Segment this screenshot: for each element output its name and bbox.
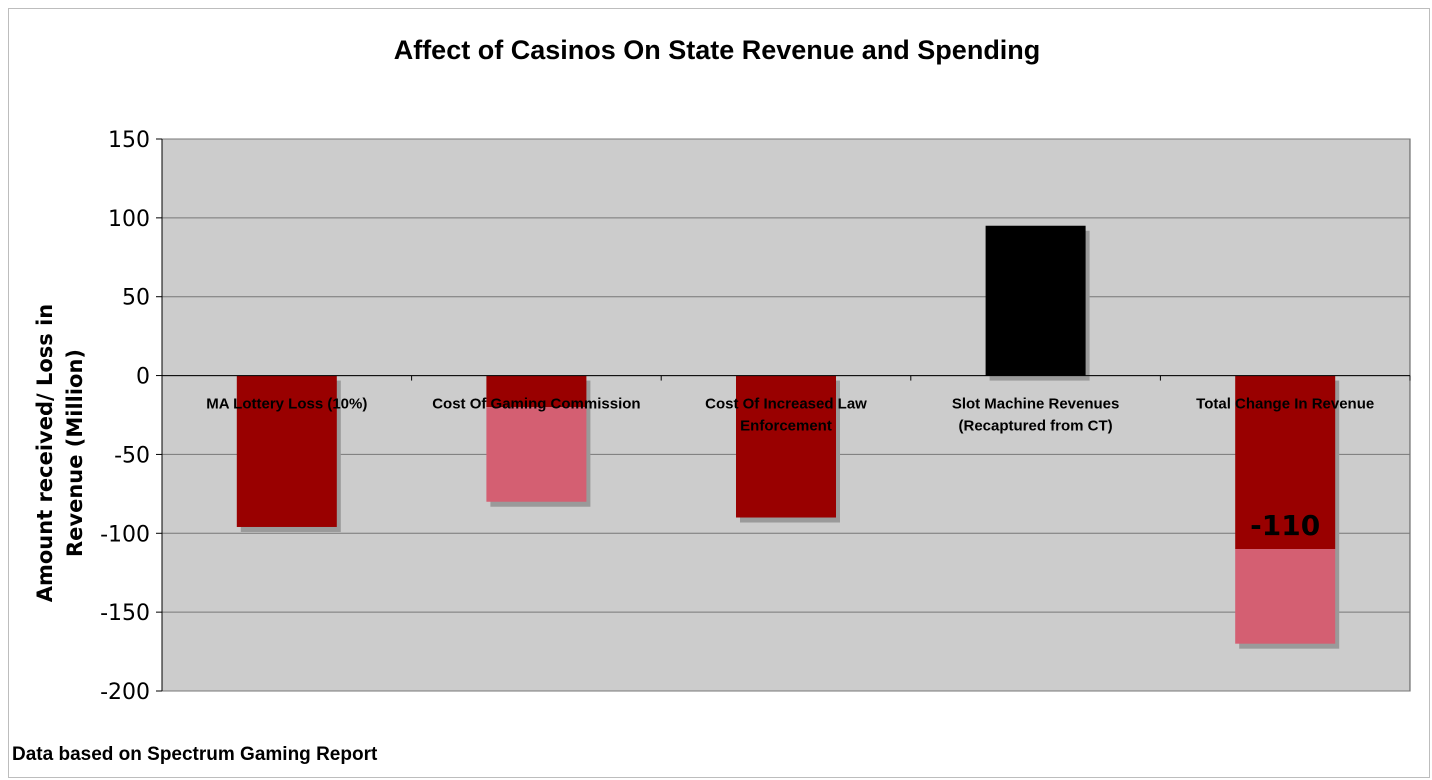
bar-segment — [236, 375, 337, 527]
category-label: MA Lottery Loss (10%) — [206, 396, 367, 413]
y-tick-label: 0 — [136, 365, 150, 390]
y-axis-label-line: Revenue (Million) — [63, 349, 87, 557]
category-label: Cost Of Gaming Commission — [432, 396, 640, 413]
category-label: Enforcement — [740, 418, 832, 435]
category-label: Cost Of Increased Law — [705, 396, 867, 413]
bar-segment — [985, 225, 1086, 376]
chart-footnote: Data based on Spectrum Gaming Report — [12, 744, 378, 765]
bar-segment — [486, 375, 587, 408]
y-axis-label-line: Amount received/ Loss in — [33, 304, 57, 603]
category-label: Slot Machine Revenues — [952, 396, 1120, 413]
y-tick-label: 100 — [108, 207, 150, 232]
y-tick-label: -50 — [114, 443, 150, 468]
chart-title: Affect of Casinos On State Revenue and S… — [394, 35, 1041, 65]
y-tick-label: -200 — [100, 680, 150, 705]
bar-segment — [486, 407, 587, 502]
y-axis-title: Amount received/ Loss in Revenue (Million… — [33, 304, 87, 603]
plot-area: 150 100 50 0 -50 -100 -150 -200 MA Lottery Loss … — [100, 128, 1411, 705]
y-tick-label: 50 — [122, 286, 150, 311]
bar-segment — [1235, 375, 1336, 550]
y-tick-label: 150 — [108, 128, 150, 153]
category-label: Total Change In Revenue — [1196, 396, 1374, 413]
y-tick-label: -100 — [100, 522, 150, 547]
category-label: (Recaptured from CT) — [959, 418, 1113, 435]
y-tick-label: -150 — [100, 601, 150, 626]
data-label: -110 — [1250, 509, 1320, 542]
bar-segment — [736, 375, 836, 518]
bar-segment — [1235, 549, 1336, 644]
